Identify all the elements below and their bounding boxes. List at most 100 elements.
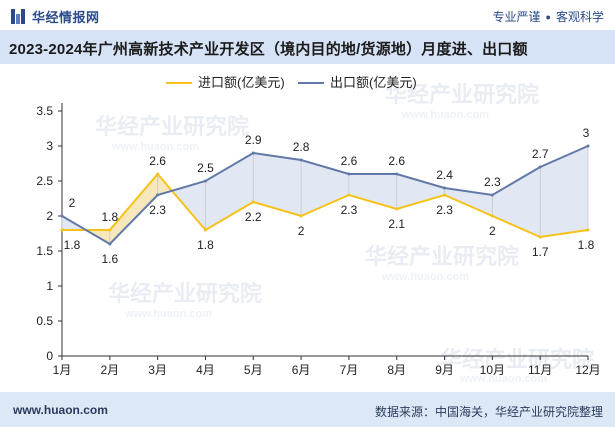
watermark-url: www.huaon.com xyxy=(381,271,469,283)
import-point xyxy=(490,214,494,218)
x-tick-label: 5月 xyxy=(244,363,263,377)
export-point xyxy=(538,165,542,169)
y-tick-label: 1.5 xyxy=(36,244,53,258)
import-data-label: 2 xyxy=(489,224,496,238)
export-data-label: 2.9 xyxy=(245,133,262,147)
x-tick-label: 10月 xyxy=(480,363,505,377)
import-series-line xyxy=(62,172,589,239)
brand-name: 华经情报网 xyxy=(32,10,100,25)
export-data-label: 2.6 xyxy=(388,154,405,168)
import-data-label: 1.7 xyxy=(532,245,549,259)
export-point xyxy=(251,151,255,155)
fill-between-segment xyxy=(301,160,349,216)
chart-title: 2023-2024年广州高新技术产业开发区（境内目的地/货源地）月度进、出口额 xyxy=(9,41,528,58)
slogan-right: 客观科学 xyxy=(555,10,604,24)
export-data-label: 2.3 xyxy=(484,175,501,189)
watermark-text: 华经产业研究院 xyxy=(108,281,262,306)
legend-label: 进口额(亿美元) xyxy=(198,75,285,90)
footer-source: 数据来源：中国海关，华经产业研究院整理 xyxy=(374,405,603,419)
import-point xyxy=(203,228,207,232)
fill-between-segment xyxy=(444,188,493,216)
export-point xyxy=(156,193,160,197)
top-bar: 华经情报网 专业严谨 ● 客观科学 xyxy=(0,0,615,30)
export-point xyxy=(586,144,590,148)
import-point xyxy=(395,207,399,211)
legend: 进口额(亿美元) 出口额(亿美元) xyxy=(166,75,417,90)
export-point xyxy=(203,179,207,183)
import-data-label: 1.8 xyxy=(64,238,81,252)
y-tick-label: 2 xyxy=(46,209,53,223)
import-point xyxy=(108,228,112,232)
slogan-left: 专业严谨 xyxy=(492,10,541,24)
import-point xyxy=(443,193,447,197)
y-tick-label: 3 xyxy=(46,139,53,153)
export-data-label: 3 xyxy=(583,126,590,140)
import-data-label: 2.1 xyxy=(388,217,405,231)
fill-between-segment xyxy=(109,174,158,244)
export-point xyxy=(108,242,112,246)
export-point xyxy=(60,214,64,218)
x-tick-label: 1月 xyxy=(53,363,72,377)
export-point xyxy=(395,172,399,176)
watermark-text: 华经产业研究院 xyxy=(440,347,594,372)
x-tick-label: 4月 xyxy=(196,363,215,377)
export-point xyxy=(299,158,303,162)
export-data-label: 2.3 xyxy=(149,203,166,217)
x-tick-label: 12月 xyxy=(575,363,600,377)
import-point xyxy=(251,200,255,204)
brand-logo-icon xyxy=(11,9,26,24)
x-tick-label: 6月 xyxy=(292,363,311,377)
import-data-label: 2.3 xyxy=(436,203,453,217)
import-data-label: 1.8 xyxy=(197,238,214,252)
import-data-label: 2.2 xyxy=(245,210,262,224)
line-chart: 华经产业研究院 www.huaon.com 华经产业研究院 www.huaon.… xyxy=(36,75,600,385)
y-axis: 0 0.5 1 1.5 2 2.5 3 3.5 xyxy=(36,103,63,363)
y-tick-label: 1 xyxy=(46,279,53,293)
watermark-text: 华经产业研究院 xyxy=(365,244,519,269)
import-data-label: 1.8 xyxy=(578,238,595,252)
import-point xyxy=(538,235,542,239)
fill-between-segment xyxy=(492,167,541,237)
x-tick-label: 3月 xyxy=(148,363,167,377)
y-tick-label: 2.5 xyxy=(36,174,53,188)
watermark-url: www.huaon.com xyxy=(124,308,212,320)
fill-between-segment xyxy=(348,174,397,209)
export-point xyxy=(347,172,351,176)
footer-url: www.huaon.com xyxy=(13,403,108,417)
slogan: 专业严谨 ● 客观科学 xyxy=(493,8,604,25)
import-point xyxy=(586,228,590,232)
import-point xyxy=(60,228,64,232)
watermark-text: 华经产业研究院 xyxy=(385,82,539,107)
x-tick-label: 11月 xyxy=(528,363,552,377)
y-tick-label: 0 xyxy=(46,349,53,363)
import-data-label: 1.8 xyxy=(101,210,118,224)
y-tick-label: 3.5 xyxy=(36,104,53,118)
watermark-url: www.huaon.com xyxy=(111,141,199,153)
x-tick-label: 2月 xyxy=(100,363,119,377)
import-data-label: 2.6 xyxy=(149,154,166,168)
export-data-label: 2.5 xyxy=(197,161,214,175)
x-tick-label: 8月 xyxy=(387,363,406,377)
watermark-url: www.huaon.com xyxy=(459,373,547,385)
watermark-url: www.huaon.com xyxy=(401,109,489,121)
import-point xyxy=(156,172,160,176)
footer: www.huaon.com 数据来源：中国海关，华经产业研究院整理 xyxy=(0,392,615,427)
fill-between-segment xyxy=(171,181,206,230)
export-data-label: 2 xyxy=(69,196,76,210)
export-point xyxy=(443,186,447,190)
legend-label: 出口额(亿美元) xyxy=(330,75,417,90)
import-data-label: 2 xyxy=(298,224,305,238)
fill-between-segment xyxy=(253,153,302,216)
fill-between-segment xyxy=(205,153,254,230)
x-tick-label: 9月 xyxy=(435,363,454,377)
y-tick-label: 0.5 xyxy=(36,314,53,328)
fill-between-segment xyxy=(396,174,445,209)
brand: 华经情报网 xyxy=(11,7,100,26)
import-data-label: 2.3 xyxy=(341,203,358,217)
watermarks: 华经产业研究院 www.huaon.com 华经产业研究院 www.huaon.… xyxy=(95,82,594,385)
export-data-label: 1.6 xyxy=(101,252,118,266)
x-tick-label: 7月 xyxy=(340,363,359,377)
import-point xyxy=(347,193,351,197)
import-point xyxy=(299,214,303,218)
export-point xyxy=(490,193,494,197)
